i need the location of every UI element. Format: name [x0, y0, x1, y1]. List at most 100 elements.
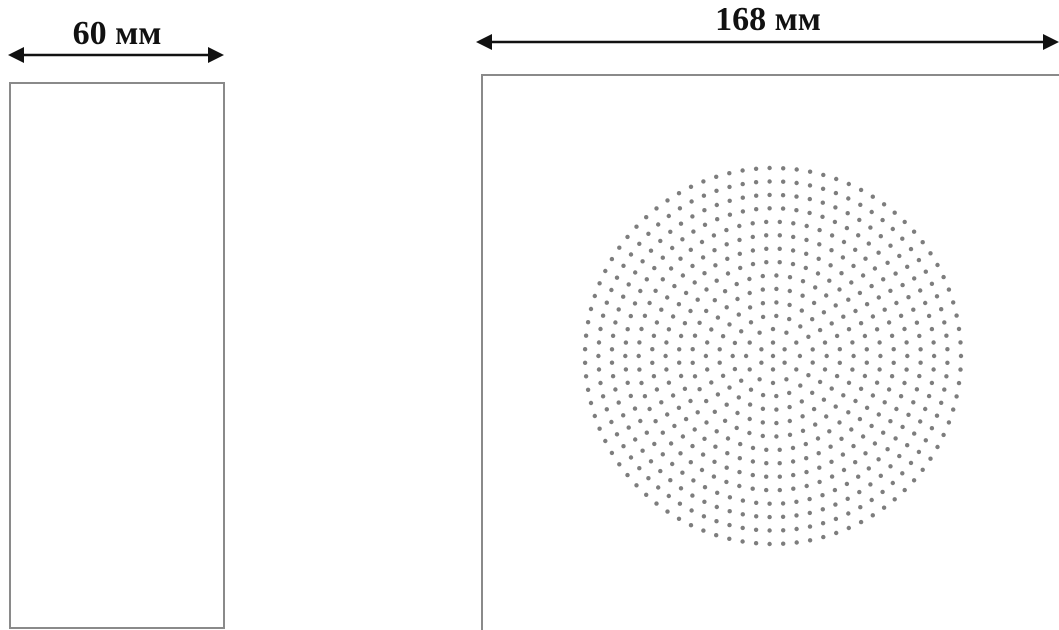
hole	[658, 468, 663, 474]
hole	[724, 305, 729, 310]
hole	[680, 237, 685, 242]
hole	[800, 428, 806, 433]
hole	[829, 321, 834, 326]
hole	[760, 392, 766, 398]
hole	[874, 327, 880, 332]
hole	[870, 194, 875, 199]
hole	[725, 451, 730, 456]
hole	[652, 441, 657, 447]
hole	[623, 340, 629, 345]
hole	[880, 489, 885, 495]
hole	[951, 407, 956, 412]
hole	[868, 482, 873, 487]
hole	[799, 399, 804, 404]
hole	[817, 465, 822, 470]
hole	[885, 260, 890, 265]
hole	[935, 262, 940, 268]
hole	[829, 248, 834, 253]
hole	[625, 380, 630, 385]
hole	[754, 514, 759, 519]
hole	[846, 327, 852, 332]
hole	[908, 460, 914, 466]
hole	[680, 273, 686, 278]
hole	[753, 180, 759, 185]
left-panel-outline	[9, 82, 225, 629]
hole	[638, 418, 643, 424]
hole	[889, 374, 895, 379]
hole	[647, 300, 652, 306]
hole	[822, 367, 828, 372]
hole	[853, 308, 858, 314]
hole	[807, 196, 812, 202]
hole	[654, 501, 659, 506]
hole	[846, 181, 851, 187]
hole	[688, 184, 694, 189]
hole	[714, 278, 719, 283]
hole	[858, 202, 863, 207]
left-width-label: 60 мм	[73, 15, 162, 52]
hole	[878, 234, 883, 239]
hole	[740, 195, 745, 200]
hole	[890, 226, 895, 232]
hole	[928, 456, 933, 461]
hole	[677, 206, 683, 211]
hole	[754, 207, 759, 212]
hole	[644, 492, 649, 497]
hole	[727, 509, 732, 514]
right-dimension-arrow-left	[476, 34, 492, 50]
hole	[760, 433, 765, 439]
hole	[670, 461, 675, 467]
hole	[628, 393, 633, 399]
hole	[759, 347, 764, 352]
hole	[916, 257, 922, 263]
hole	[857, 290, 863, 296]
hole	[923, 438, 928, 443]
hole	[727, 522, 732, 528]
hole	[727, 171, 732, 176]
hole	[878, 473, 883, 478]
hole	[651, 333, 657, 338]
hole	[753, 166, 759, 171]
hole	[828, 263, 833, 268]
hole	[822, 340, 828, 345]
hole	[926, 393, 932, 399]
hole	[934, 294, 940, 299]
hole	[764, 447, 769, 452]
hole	[777, 447, 782, 452]
hole	[688, 308, 693, 314]
hole	[660, 277, 665, 282]
hole	[604, 300, 609, 305]
hole	[712, 459, 717, 464]
hole	[609, 419, 614, 425]
hole	[634, 224, 639, 229]
hole	[748, 320, 754, 325]
hole	[757, 330, 762, 335]
hole	[918, 288, 923, 293]
hole	[767, 206, 772, 211]
hole	[703, 353, 709, 359]
hole	[811, 300, 817, 306]
hole	[942, 320, 947, 325]
hole	[837, 287, 842, 292]
hole	[702, 222, 708, 227]
hole	[857, 217, 862, 223]
hole	[954, 394, 959, 399]
hole	[774, 286, 779, 292]
hole	[824, 293, 829, 298]
hole	[946, 420, 952, 425]
hole	[732, 366, 738, 372]
hole	[912, 276, 917, 281]
hole	[626, 425, 631, 430]
hole	[724, 479, 729, 485]
hole	[623, 353, 628, 359]
hole	[764, 474, 769, 479]
hole	[625, 234, 630, 240]
hole	[767, 192, 772, 198]
hole	[621, 263, 626, 268]
hole	[905, 443, 910, 448]
hole	[725, 436, 731, 441]
hole	[834, 373, 840, 379]
hole	[856, 474, 861, 479]
hole	[787, 302, 792, 308]
hole	[740, 498, 746, 503]
